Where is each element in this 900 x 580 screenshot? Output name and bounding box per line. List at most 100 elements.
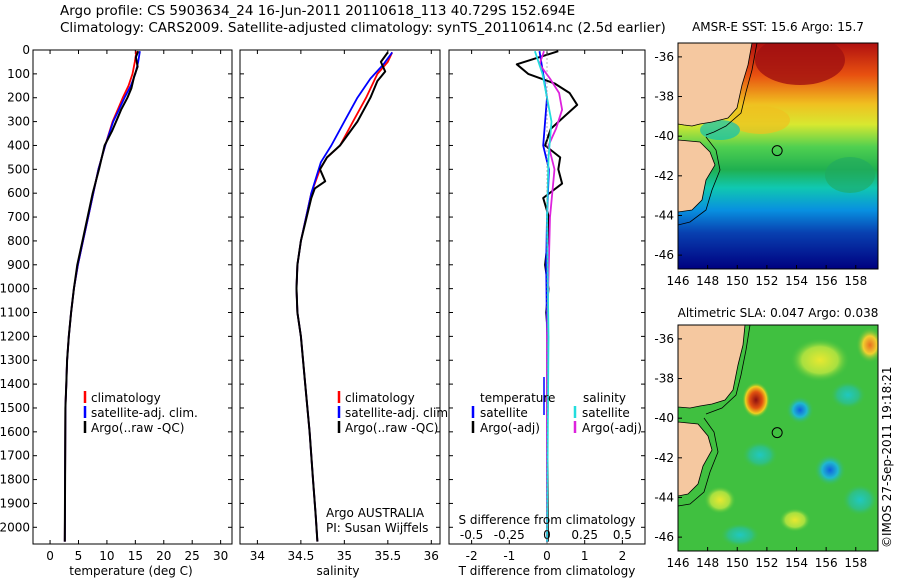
sst-coastal-patch — [700, 120, 740, 140]
y-tick-label: 1000 — [0, 282, 30, 296]
sst-map-title: AMSR-E SST: 15.6 Argo: 15.7 — [692, 20, 864, 34]
sla-blob — [779, 508, 811, 532]
map-lat-label: -44 — [654, 490, 674, 504]
map-lat-label: -40 — [654, 411, 674, 425]
difference-legend: temperature salinity satellite Argo(-adj… — [471, 377, 642, 435]
s-tick-label: 0.5 — [613, 528, 632, 542]
series-s-argo-sat — [534, 50, 553, 542]
map-lat-label: -42 — [654, 451, 674, 465]
sla-blob — [742, 441, 778, 469]
map-lat-label: -46 — [654, 248, 674, 262]
legend-label-argo: Argo(..raw -QC) — [345, 421, 438, 435]
temperature-plot-frame — [32, 49, 233, 545]
x-tick-label: 0 — [46, 549, 54, 563]
map-lon-label: 154 — [785, 556, 808, 570]
map-lat-label: -42 — [654, 169, 674, 183]
map-lat-label: -36 — [654, 332, 674, 346]
sst-map-panel: AMSR-E SST: 15.6 Argo: 15.7 146 148 150 152… — [654, 20, 879, 288]
sla-blob — [830, 381, 866, 409]
y-tick-label: 1500 — [0, 401, 30, 415]
y-tick-label: 800 — [7, 234, 30, 248]
sst-mid-patch — [825, 157, 875, 193]
x-tick-label: 5 — [75, 549, 83, 563]
map-lat-label: -44 — [654, 208, 674, 222]
x-tick-label: 0 — [543, 549, 551, 563]
y-tick-label: 300 — [7, 115, 30, 129]
series-argo — [295, 51, 389, 542]
salinity-x-axis-label: salinity — [316, 564, 359, 578]
y-tick-label: 1400 — [0, 377, 30, 391]
x-tick-label: 20 — [156, 549, 171, 563]
sla-blob — [720, 523, 760, 547]
legend-label-t-satellite: satellite — [480, 406, 528, 420]
argo-australia-label: Argo AUSTRALIA — [326, 506, 425, 520]
map-lat-label: -46 — [654, 530, 674, 544]
x-tick-label: 2 — [619, 549, 627, 563]
legend-temperature-header: temperature — [480, 391, 555, 405]
map-lon-label: 152 — [755, 556, 778, 570]
salinity-legend: climatology satellite-adj. clim. Argo(..… — [337, 391, 452, 435]
y-tick-label: 200 — [7, 91, 30, 105]
isobath-contour — [705, 43, 758, 136]
legend-label-s-satellite: satellite — [582, 406, 630, 420]
legend-label-argo: Argo(..raw -QC) — [91, 421, 184, 435]
imos-timestamp: ©IMOS 27-Sep-2011 19:18:21 — [880, 366, 894, 548]
sst-map-frame — [677, 42, 879, 270]
map-lon-label: 154 — [785, 274, 808, 288]
map-lon-label: 150 — [726, 274, 749, 288]
s-tick-label: -0.25 — [494, 528, 525, 542]
y-tick-label: 500 — [7, 162, 30, 176]
salinity-panel: 34 34.5 35 35.5 36 climatology satellite-adj… — [239, 49, 452, 578]
y-tick-label: 100 — [7, 67, 30, 81]
legend-label-satellite: satellite-adj. clim. — [91, 406, 198, 420]
argo-float-marker — [771, 145, 783, 157]
figure-title-line1: Argo profile: CS 5903634_24 16-Jun-2011 … — [60, 3, 576, 19]
map-lat-label: -38 — [654, 372, 674, 386]
x-tick-label: 35.5 — [374, 549, 401, 563]
t-difference-axis-label: T difference from climatology — [458, 564, 636, 578]
legend-label-satellite: satellite-adj. clim. — [345, 406, 452, 420]
legend-label-climatology: climatology — [91, 391, 161, 405]
sla-blob — [814, 454, 846, 486]
map-lon-label: 152 — [755, 274, 778, 288]
map-lat-label: -38 — [654, 90, 674, 104]
temperature-panel: 0100200300400500600700800900100011001200… — [0, 43, 233, 578]
sla-blob — [790, 338, 850, 382]
map-lon-label: 156 — [815, 274, 838, 288]
x-tick-label: 34.5 — [288, 549, 315, 563]
legend-label-climatology: climatology — [345, 391, 415, 405]
difference-panel: -2 -1 0 1 2 temperature salinity satellite A… — [448, 49, 646, 578]
pi-name-label: PI: Susan Wijffels — [326, 521, 428, 535]
sla-blob — [856, 327, 878, 363]
map-lon-label: 148 — [696, 274, 719, 288]
map-lat-label: -36 — [654, 50, 674, 64]
x-tick-label: -1 — [503, 549, 515, 563]
sla-map-panel: Altimetric SLA: 0.047 Argo: 0.038 146 148… — [654, 306, 879, 570]
sst-warm-core — [755, 43, 845, 85]
map-lon-label: 158 — [844, 556, 867, 570]
sla-blob — [704, 486, 736, 514]
map-lon-label: 146 — [667, 556, 690, 570]
isobath-contour-south — [678, 136, 721, 226]
isobath-contour-south — [678, 417, 719, 507]
x-tick-label: 36 — [424, 549, 439, 563]
y-tick-label: 1100 — [0, 306, 30, 320]
x-tick-label: 34 — [250, 549, 265, 563]
x-tick-label: 30 — [213, 549, 228, 563]
salinity-plot-frame — [239, 49, 441, 545]
legend-label-s-argo: Argo(-adj) — [582, 421, 642, 435]
legend-salinity-header: salinity — [583, 391, 626, 405]
mainland-australia — [678, 43, 753, 127]
y-tick-label: 400 — [7, 138, 30, 152]
sla-low-eddy — [786, 396, 814, 424]
map-lon-label: 156 — [815, 556, 838, 570]
y-tick-label: 1600 — [0, 425, 30, 439]
y-tick-label: 1700 — [0, 449, 30, 463]
y-tick-label: 2000 — [0, 520, 30, 534]
figure-title-line2: Climatology: CARS2009. Satellite-adjuste… — [60, 20, 666, 36]
legend-label-t-argo: Argo(-adj) — [480, 421, 540, 435]
x-tick-label: 15 — [128, 549, 143, 563]
map-lon-label: 148 — [696, 556, 719, 570]
isobath-contour — [705, 325, 751, 415]
